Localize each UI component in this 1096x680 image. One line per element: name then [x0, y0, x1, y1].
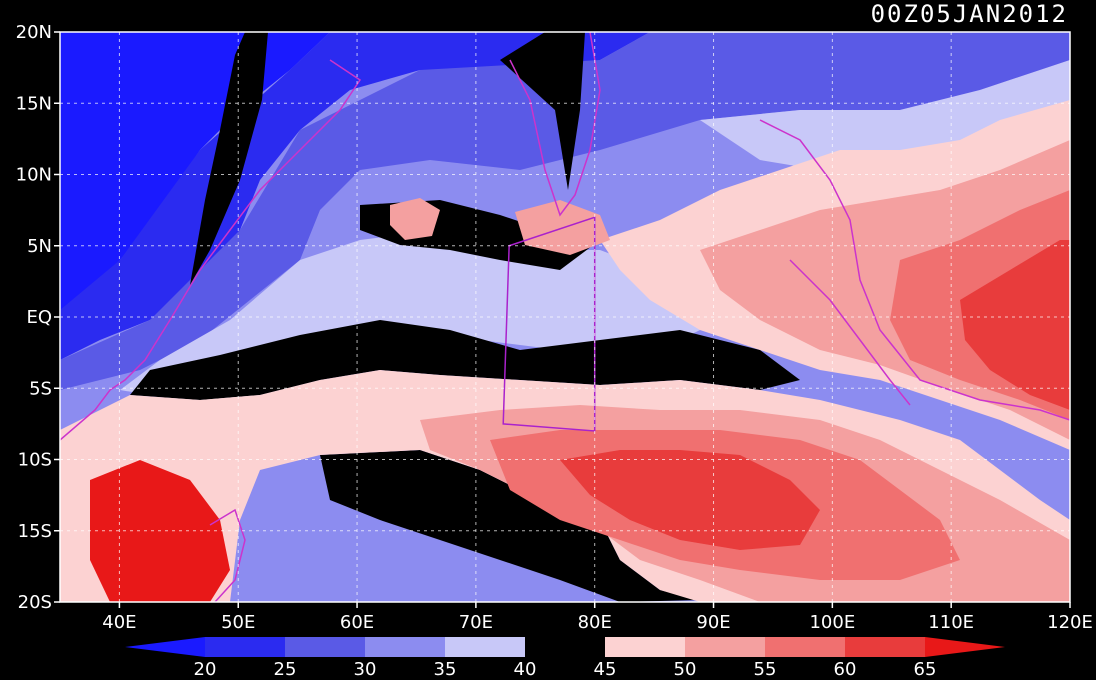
y-tick-label: 10N [16, 165, 52, 186]
colorbar-arrow-left [125, 637, 205, 657]
x-tick-label: 80E [578, 612, 612, 633]
x-tick-label: 100E [809, 612, 855, 633]
colorbar-arrow-right [925, 637, 1005, 657]
y-axis: 20N 15N 10N 5N EQ 5S 10S 15S 20S [16, 22, 60, 613]
colorbar: 20 25 30 35 40 45 50 55 60 65 [125, 637, 1005, 680]
colorbar-segment [845, 637, 926, 657]
contour-band-20-blue [60, 32, 330, 310]
x-tick-label: 120E [1047, 612, 1093, 633]
colorbar-segment [525, 637, 606, 657]
coastline-india [509, 32, 601, 217]
coastline-africa [60, 59, 362, 441]
contour-band-black-4 [500, 32, 585, 190]
coastline-sumatra [789, 259, 911, 406]
x-tick-label: 70E [459, 612, 493, 633]
map-area [60, 32, 1070, 602]
coastline-madagascar [209, 508, 246, 602]
x-tick-label: 50E [221, 612, 255, 633]
colorbar-label: 30 [354, 659, 377, 680]
y-tick-label: 20N [16, 22, 52, 43]
colorbar-segment [605, 637, 686, 657]
colorbar-label: 35 [434, 659, 457, 680]
contour-band-60-red-south [560, 450, 820, 550]
colorbar-label: 65 [914, 659, 937, 680]
chart-title: 00Z05JAN2012 [871, 0, 1068, 28]
colorbar-segment [445, 637, 526, 657]
y-tick-label: 10S [18, 450, 52, 471]
x-axis: 40E 50E 60E 70E 80E 90E 100E 110E 120E [102, 602, 1093, 633]
x-tick-label: 40E [102, 612, 136, 633]
y-tick-label: 15N [16, 93, 52, 114]
x-tick-label: 90E [696, 612, 730, 633]
y-tick-label: 5S [29, 378, 52, 399]
colorbar-segment [765, 637, 846, 657]
contour-band-pink-islet [390, 198, 440, 240]
colorbar-label: 45 [594, 659, 617, 680]
contour-band-black-2 [130, 320, 800, 400]
colorbar-label: 50 [674, 659, 697, 680]
contour-band-black-5 [190, 32, 268, 285]
contour-band-black-3 [320, 450, 700, 602]
y-tick-label: 5N [27, 236, 52, 257]
colorbar-segment [685, 637, 766, 657]
colorbar-segment [205, 637, 286, 657]
contour-band-60-red-east [960, 240, 1070, 410]
colorbar-label: 55 [754, 659, 777, 680]
x-tick-label: 110E [928, 612, 974, 633]
coastline-southeast-asia [759, 119, 1070, 421]
x-tick-label: 60E [340, 612, 374, 633]
y-tick-label: 15S [18, 521, 52, 542]
y-tick-label: 20S [18, 592, 52, 613]
colorbar-label: 20 [194, 659, 217, 680]
colorbar-label: 40 [514, 659, 537, 680]
y-tick-label: EQ [26, 307, 52, 328]
colorbar-label: 60 [834, 659, 857, 680]
map-grid [60, 32, 1070, 602]
colorbar-segment [365, 637, 446, 657]
colorbar-label: 25 [274, 659, 297, 680]
colorbar-segment [285, 637, 366, 657]
